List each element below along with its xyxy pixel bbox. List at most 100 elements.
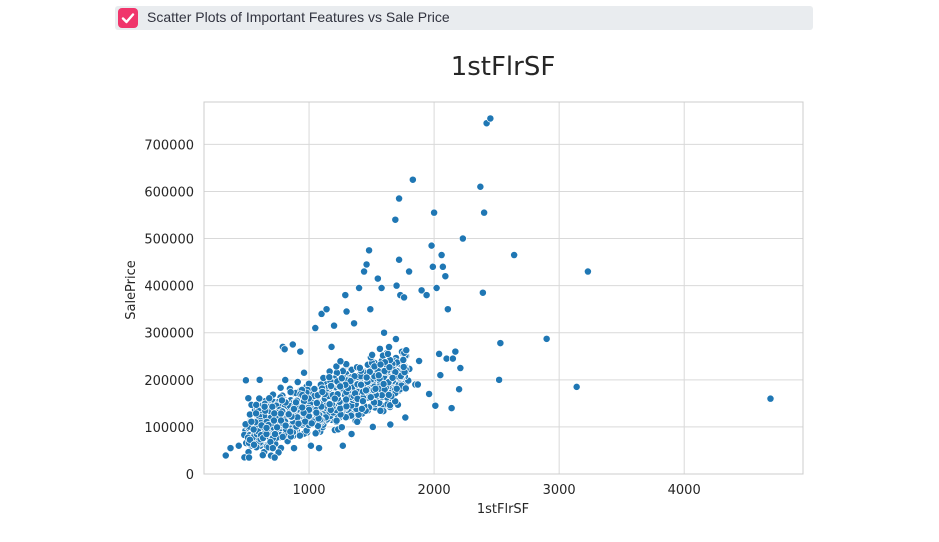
data-point bbox=[296, 347, 305, 356]
data-point bbox=[408, 175, 417, 184]
data-point bbox=[234, 441, 243, 450]
data-point bbox=[288, 340, 297, 349]
data-point bbox=[376, 406, 385, 415]
data-point bbox=[360, 267, 369, 276]
checkbox[interactable] bbox=[118, 8, 138, 28]
data-point bbox=[342, 307, 351, 316]
data-point bbox=[293, 378, 302, 386]
data-point bbox=[455, 385, 464, 394]
data-point bbox=[375, 344, 384, 353]
data-point bbox=[252, 409, 261, 418]
y-axis-label: SalePrice bbox=[124, 260, 139, 320]
data-point bbox=[330, 394, 339, 403]
data-point bbox=[388, 373, 397, 382]
checkbox-row[interactable]: Scatter Plots of Important Features vs S… bbox=[115, 6, 813, 30]
data-point bbox=[241, 376, 250, 385]
data-point bbox=[262, 423, 271, 432]
data-point bbox=[255, 394, 264, 403]
data-point bbox=[496, 339, 505, 348]
plot-area bbox=[203, 101, 804, 475]
data-point bbox=[392, 384, 401, 393]
data-point bbox=[766, 394, 775, 403]
data-point bbox=[415, 357, 424, 365]
data-point bbox=[226, 444, 235, 453]
data-point bbox=[443, 305, 452, 314]
data-point bbox=[458, 234, 467, 243]
data-point bbox=[317, 309, 326, 318]
data-point bbox=[380, 328, 389, 337]
y-tick-label: 0 bbox=[186, 468, 194, 483]
data-point bbox=[338, 441, 347, 450]
data-point bbox=[289, 405, 298, 413]
data-point bbox=[456, 364, 465, 373]
data-point bbox=[273, 423, 282, 432]
data-point bbox=[342, 395, 351, 404]
data-point bbox=[431, 401, 440, 410]
data-point bbox=[327, 342, 336, 351]
data-point bbox=[311, 429, 320, 438]
data-point bbox=[428, 262, 437, 271]
data-point bbox=[300, 393, 309, 402]
y-tick-label: 100000 bbox=[144, 421, 194, 436]
data-point bbox=[332, 416, 341, 425]
chart-title: 1stFlrSF bbox=[451, 52, 556, 82]
data-point bbox=[448, 354, 457, 363]
data-point bbox=[298, 403, 307, 412]
data-point bbox=[336, 382, 345, 391]
data-point bbox=[451, 347, 460, 356]
data-point bbox=[312, 399, 321, 407]
data-point bbox=[432, 284, 441, 292]
data-point bbox=[437, 251, 446, 259]
data-point bbox=[341, 291, 350, 300]
data-point bbox=[392, 281, 401, 290]
data-point bbox=[436, 371, 445, 380]
data-point bbox=[306, 441, 315, 450]
data-point bbox=[399, 362, 408, 371]
data-point bbox=[357, 380, 365, 389]
data-point bbox=[391, 397, 400, 406]
data-point bbox=[301, 417, 310, 426]
data-point bbox=[295, 431, 304, 440]
data-point bbox=[244, 394, 253, 403]
data-point bbox=[294, 419, 303, 428]
data-point bbox=[312, 408, 321, 417]
data-point bbox=[325, 400, 334, 409]
data-point bbox=[249, 425, 258, 434]
data-point bbox=[300, 368, 308, 377]
x-tick-label: 3000 bbox=[543, 483, 576, 498]
data-point bbox=[342, 402, 351, 411]
data-point bbox=[371, 384, 380, 393]
data-point bbox=[413, 380, 422, 389]
y-tick-label: 400000 bbox=[144, 280, 194, 295]
data-point bbox=[268, 444, 277, 453]
data-point bbox=[430, 208, 439, 217]
x-tick-label: 4000 bbox=[668, 483, 701, 498]
data-point bbox=[355, 363, 364, 372]
data-point bbox=[276, 409, 285, 418]
data-point bbox=[327, 381, 335, 390]
data-point bbox=[311, 324, 320, 332]
data-point bbox=[362, 260, 371, 269]
data-point bbox=[281, 421, 290, 430]
data-point bbox=[290, 444, 298, 453]
data-point bbox=[270, 416, 278, 425]
data-point bbox=[362, 386, 371, 395]
data-point bbox=[353, 417, 362, 426]
data-point bbox=[400, 293, 409, 302]
data-point bbox=[280, 345, 289, 354]
data-point bbox=[337, 374, 346, 383]
x-tick-label: 1000 bbox=[292, 483, 325, 498]
data-point bbox=[315, 444, 323, 453]
y-tick-label: 700000 bbox=[144, 138, 194, 153]
data-point bbox=[435, 349, 444, 358]
data-point bbox=[385, 363, 394, 372]
x-axis-label: 1stFlrSF bbox=[477, 502, 529, 517]
data-point bbox=[337, 423, 346, 432]
data-point bbox=[271, 430, 279, 439]
data-point bbox=[368, 422, 377, 431]
y-tick-label: 600000 bbox=[144, 185, 194, 200]
data-point bbox=[318, 388, 327, 396]
data-point bbox=[330, 321, 339, 330]
data-point bbox=[307, 419, 316, 428]
data-point bbox=[366, 393, 375, 402]
